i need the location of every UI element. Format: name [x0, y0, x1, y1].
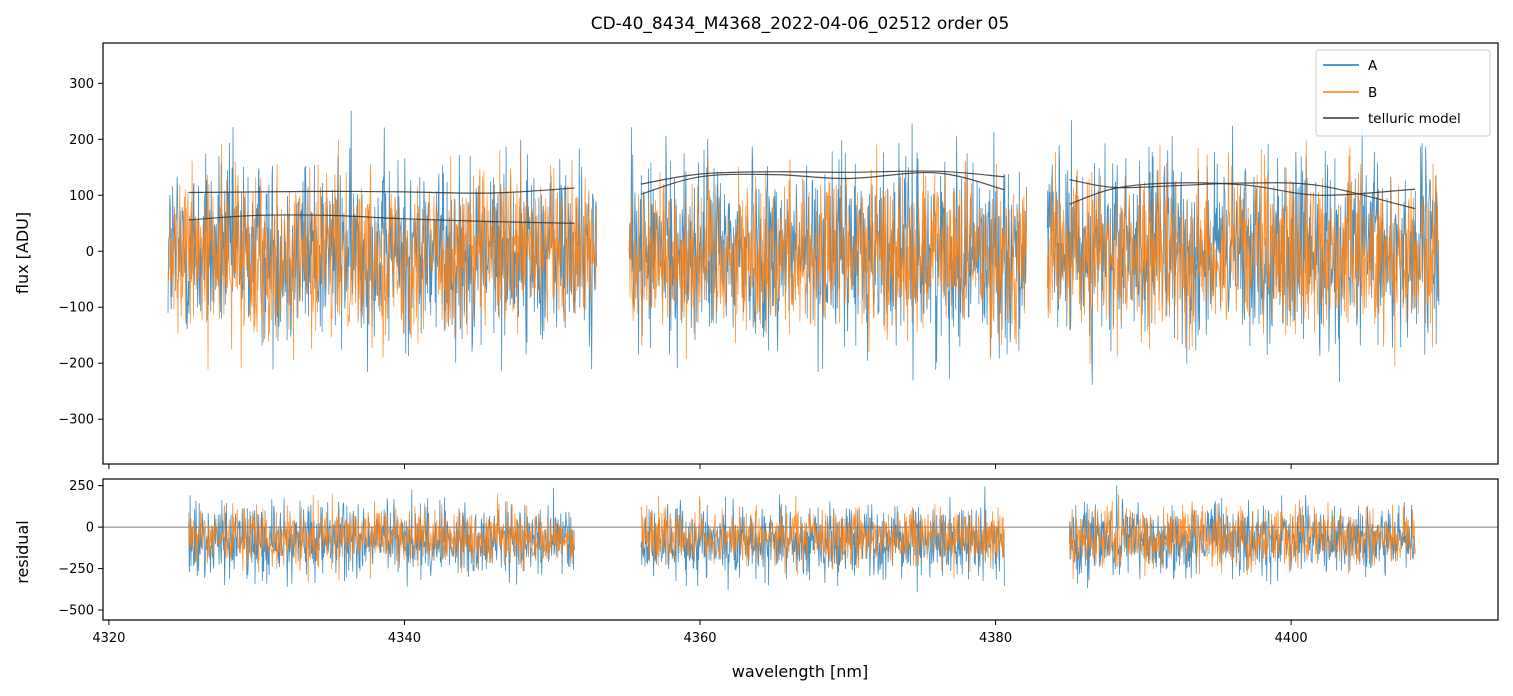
residual-panel: −500 −250 0 250 4320 4340 4360 4380 4400 residu…	[13, 478, 1499, 646]
telluric-model-curve	[640, 171, 1005, 195]
y-tick-label: 250	[69, 479, 94, 494]
series-segment	[640, 495, 1005, 580]
series-segment	[628, 144, 1027, 360]
flux-axes-frame	[102, 42, 1499, 465]
legend-label-b: B	[1368, 85, 1377, 101]
series-segment	[167, 139, 597, 370]
flux-data	[167, 110, 1440, 385]
telluric-model-curve	[1069, 182, 1416, 205]
legend: A B telluric model	[1315, 49, 1491, 137]
y-tick-label: 300	[69, 77, 94, 92]
x-tick-label: 4400	[1275, 631, 1308, 646]
y-tick-label: −300	[58, 413, 94, 428]
series-segment	[188, 493, 575, 583]
telluric-model-curves	[188, 170, 1416, 224]
telluric-model-curve	[188, 214, 575, 224]
x-tick-label: 4340	[388, 631, 421, 646]
y-tick-label: 0	[86, 245, 94, 260]
y-tick-label: 200	[69, 133, 94, 148]
x-axis-label: wavelength [nm]	[732, 662, 869, 681]
flux-x-ticks	[108, 464, 1292, 469]
series-segment	[1046, 120, 1440, 385]
legend-box	[1315, 49, 1491, 137]
flux-y-ticks: −300 −200 −100 0 100 200 300	[58, 77, 103, 428]
y-tick-label: 100	[69, 189, 94, 204]
y-tick-label: −200	[58, 357, 94, 372]
flux-y-axis-label: flux [ADU]	[13, 212, 32, 294]
series-segment	[1069, 494, 1416, 580]
y-tick-label: −250	[58, 562, 94, 577]
series-b	[167, 139, 1440, 370]
series-segment	[1046, 140, 1440, 366]
x-tick-label: 4380	[979, 631, 1012, 646]
residual-y-axis-label: residual	[13, 520, 32, 583]
x-tick-label: 4320	[92, 631, 125, 646]
y-tick-label: −100	[58, 301, 94, 316]
telluric-model-curve	[188, 187, 575, 194]
residual-axes-frame	[102, 478, 1499, 621]
chart-title: CD-40_8434_M4368_2022-04-06_02512 order …	[591, 14, 1010, 34]
series-b	[188, 493, 1416, 583]
residual-y-ticks: −500 −250 0 250	[58, 479, 103, 619]
telluric-model-curve	[640, 170, 1005, 185]
series-segment	[628, 123, 1027, 381]
residual-data	[103, 485, 1498, 593]
x-tick-label: 4360	[683, 631, 716, 646]
y-tick-label: 0	[86, 521, 94, 536]
flux-panel: −300 −200 −100 0 100 200 300 flux [ADU]	[13, 42, 1499, 469]
legend-label-telluric-model: telluric model	[1368, 111, 1461, 127]
telluric-model-curve	[1069, 179, 1416, 210]
series-segment	[188, 487, 575, 587]
residual-x-ticks: 4320 4340 4360 4380 4400	[92, 620, 1308, 646]
y-tick-label: −500	[58, 604, 94, 619]
legend-label-a: A	[1368, 58, 1378, 74]
